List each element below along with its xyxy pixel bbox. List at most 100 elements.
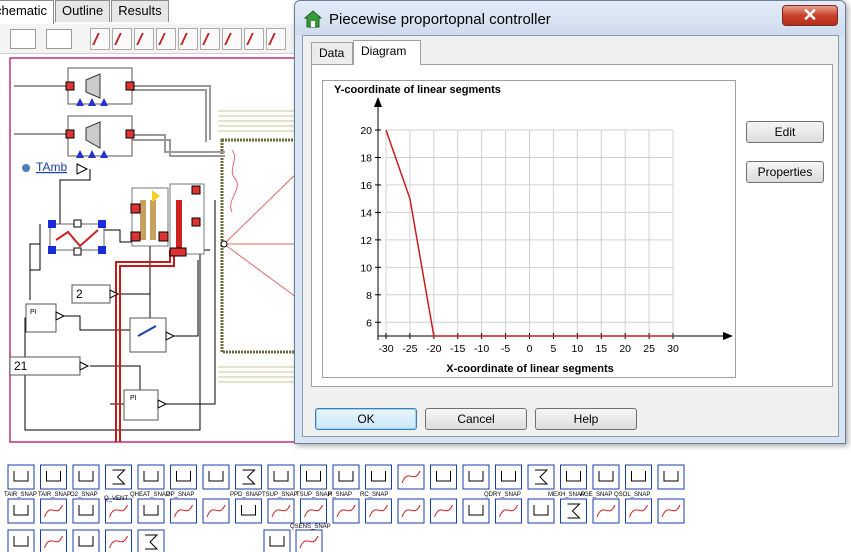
tab-outline[interactable]: Outline [55, 0, 111, 22]
pi-controller[interactable]: PI [123, 389, 168, 421]
output-block[interactable] [462, 498, 490, 524]
ahu-unit[interactable] [65, 115, 135, 158]
output-block[interactable] [365, 464, 392, 490]
output-block[interactable] [527, 498, 555, 524]
link-tool-icon[interactable] [222, 28, 242, 50]
output-block[interactable] [592, 464, 620, 490]
cancel-button[interactable]: Cancel [425, 408, 527, 430]
output-block[interactable] [430, 498, 457, 524]
tamb-weather-source[interactable]: TAmb [22, 160, 89, 175]
constant-input-21[interactable]: 21 [9, 356, 90, 376]
output-block[interactable] [105, 498, 132, 524]
tab-schematic[interactable]: chematic [0, 0, 55, 24]
output-block[interactable] [495, 498, 522, 524]
link-tool-icon[interactable] [266, 28, 286, 50]
output-block[interactable] [560, 498, 587, 524]
output-block[interactable] [397, 464, 425, 490]
link-tool-icon[interactable] [112, 28, 132, 50]
output-block[interactable] [72, 498, 100, 524]
chart-plot: -30 -25 -20 -15 -10 -5 0 5 10 15 20 25 30 6 8 10 12 14 16 1… [360, 97, 733, 355]
tab-results[interactable]: Results [111, 0, 169, 22]
link-tool-icon[interactable] [178, 28, 198, 50]
connector-tool-icon[interactable] [10, 29, 36, 49]
link-tool-icon[interactable] [90, 28, 110, 50]
output-block[interactable] [625, 464, 652, 490]
properties-button[interactable]: Properties [746, 161, 824, 183]
series-line [385, 129, 673, 337]
dialog-titlebar[interactable]: Piecewise proportopnal controller ✕ [295, 1, 845, 35]
selected-curve-block[interactable] [48, 219, 106, 256]
link-tool-icon[interactable] [244, 28, 264, 50]
output-block[interactable] [170, 464, 197, 490]
output-block[interactable] [40, 464, 67, 490]
output-block[interactable] [40, 498, 67, 524]
output-block[interactable] [657, 498, 685, 524]
output-block[interactable] [202, 498, 230, 524]
pi-controller[interactable]: PI [25, 303, 66, 333]
dialog-title: Piecewise proportopnal controller [329, 11, 551, 28]
output-block[interactable] [592, 498, 620, 524]
output-block[interactable] [332, 464, 360, 490]
output-block[interactable] [300, 464, 327, 490]
output-block[interactable] [137, 498, 165, 524]
output-block[interactable] [235, 498, 262, 524]
x-tick-label: -25 [402, 343, 417, 355]
close-button[interactable]: ✕ [782, 5, 838, 26]
output-block[interactable] [7, 464, 35, 490]
output-block[interactable] [495, 464, 522, 490]
svg-text:TSUP_SNAP: TSUP_SNAP [262, 492, 298, 498]
output-block[interactable] [560, 464, 587, 490]
connector-tool-icon[interactable] [46, 29, 72, 49]
output-block[interactable] [105, 529, 132, 552]
output-block[interactable] [657, 464, 685, 490]
svg-text:QDRY_SNAP: QDRY_SNAP [484, 492, 521, 498]
link-tool-icon[interactable] [156, 28, 176, 50]
output-block[interactable] [527, 464, 555, 490]
ahu-unit[interactable] [65, 67, 135, 106]
x-tick-label: -15 [450, 343, 465, 355]
svg-text:TAIR_SNAP: TAIR_SNAP [4, 492, 37, 498]
output-block[interactable] [137, 529, 165, 552]
output-block[interactable] [397, 498, 425, 524]
output-block[interactable] [263, 529, 291, 552]
schematic-canvas[interactable]: TAmb [0, 54, 851, 552]
switch-block[interactable] [129, 317, 176, 353]
output-block[interactable] [365, 498, 392, 524]
link-tool-icon[interactable] [200, 28, 220, 50]
output-block[interactable] [235, 464, 262, 490]
output-block[interactable] [105, 464, 132, 490]
output-block[interactable] [202, 464, 230, 490]
output-block[interactable] [7, 529, 35, 552]
tab-data[interactable]: Data [311, 42, 353, 64]
svg-text:RC_SNAP: RC_SNAP [360, 492, 388, 498]
x-tick-label: -30 [378, 343, 393, 355]
output-block[interactable] [625, 498, 652, 524]
output-block[interactable] [295, 529, 323, 552]
output-block[interactable] [267, 498, 295, 524]
output-block[interactable] [300, 498, 327, 524]
home-icon [304, 10, 322, 28]
help-button[interactable]: Help [535, 408, 637, 430]
svg-text:QSENS_SNAP: QSENS_SNAP [290, 524, 331, 530]
output-block[interactable] [170, 498, 197, 524]
x-tick-label: 10 [571, 343, 583, 355]
zone-components[interactable] [130, 183, 205, 257]
output-block[interactable] [430, 464, 457, 490]
svg-text:AGE_SNAP: AGE_SNAP [580, 492, 612, 498]
x-tick-label: -5 [501, 343, 510, 355]
output-block[interactable] [332, 498, 360, 524]
output-block[interactable] [72, 464, 100, 490]
ok-button[interactable]: OK [315, 408, 417, 430]
output-block[interactable] [40, 529, 67, 552]
output-block[interactable] [267, 464, 295, 490]
output-block[interactable] [137, 464, 165, 490]
output-block[interactable] [72, 529, 100, 552]
output-block-rows[interactable] [7, 464, 685, 552]
tab-diagram[interactable]: Diagram [353, 40, 421, 65]
output-block[interactable] [7, 498, 35, 524]
link-tool-icon[interactable] [134, 28, 154, 50]
constant-input-2[interactable]: 2 [71, 284, 120, 304]
output-block[interactable] [462, 464, 490, 490]
edit-button[interactable]: Edit [746, 121, 824, 143]
svg-text:Q_VENT: Q_VENT [104, 496, 128, 502]
